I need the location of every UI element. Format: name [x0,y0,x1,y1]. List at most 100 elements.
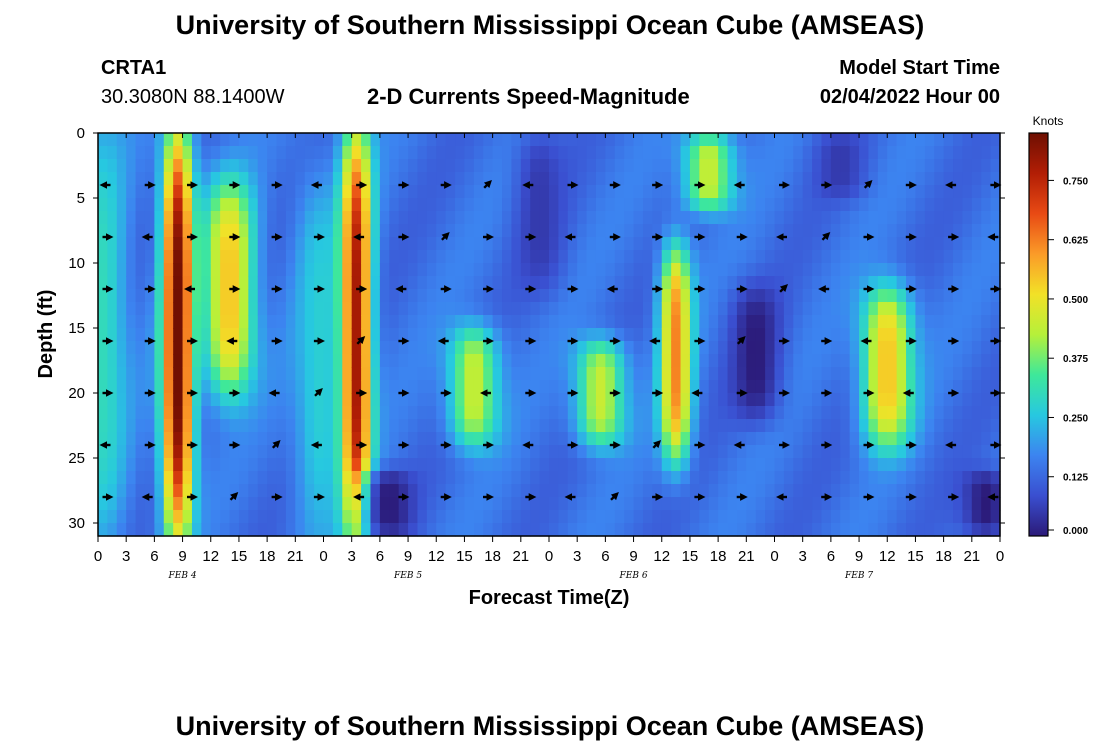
heatmap-cell [661,432,672,446]
heatmap-cell [126,289,137,303]
heatmap-cell [849,354,860,368]
heatmap-cell [210,315,221,329]
heatmap-cell [877,185,888,199]
heatmap-cell [135,419,146,433]
heatmap-cell [436,341,447,355]
heatmap-cell [887,328,898,342]
heatmap-cell [783,445,794,459]
heatmap-cell [323,510,334,524]
heatmap-cell [962,445,973,459]
heatmap-cell [840,185,851,199]
heatmap-cell [586,211,597,225]
heatmap-cell [924,471,935,485]
heatmap-cell [267,159,278,173]
heatmap-cell [765,497,776,511]
heatmap-cell [267,341,278,355]
heatmap-cell [830,315,841,329]
heatmap-cell [342,133,353,147]
heatmap-cell [342,367,353,381]
heatmap-cell [661,315,672,329]
heatmap-cell [276,302,287,316]
heatmap-cell [558,198,569,212]
heatmap-cell [135,406,146,420]
heatmap-cell [483,146,494,160]
heatmap-cell [840,354,851,368]
heatmap-cell [304,510,315,524]
heatmap-cell [332,341,343,355]
heatmap-cell [624,471,635,485]
heatmap-cell [915,445,926,459]
heatmap-cell [774,289,785,303]
heatmap-cell [586,432,597,446]
heatmap-cell [812,484,823,498]
heatmap-cell [323,419,334,433]
heatmap-cell [210,393,221,407]
heatmap-cell [859,471,870,485]
heatmap-cell [962,367,973,381]
heatmap-cell [98,250,108,264]
heatmap-cell [107,523,118,537]
heatmap-cell [238,406,249,420]
heatmap-cell [426,471,437,485]
heatmap-cell [520,276,531,290]
heatmap-cell [332,237,343,251]
heatmap-cell [887,406,898,420]
x-tick-label: 21 [512,548,529,565]
heatmap-cell [595,133,606,147]
heatmap-cell [135,159,146,173]
heatmap-cell [671,406,682,420]
heatmap-cell [304,419,315,433]
heatmap-cell [586,172,597,186]
heatmap-cell [248,211,259,225]
heatmap-cell [408,406,419,420]
heatmap-cell [661,367,672,381]
heatmap-cell [774,471,785,485]
heatmap-cell [426,263,437,277]
heatmap-cell [201,523,212,537]
heatmap-cell [201,237,212,251]
heatmap-cell [455,159,466,173]
heatmap-cell [351,198,362,212]
heatmap-cell [549,510,559,524]
heatmap-cell [257,432,268,446]
heatmap-cell [962,159,973,173]
heatmap-cell [520,432,531,446]
heatmap-cell [285,393,296,407]
heatmap-cell [558,302,569,316]
heatmap-cell [680,380,691,394]
heatmap-cell [314,341,325,355]
heatmap-cell [210,185,221,199]
heatmap-cell [98,146,108,160]
heatmap-cell [201,211,212,225]
heatmap-cell [953,237,964,251]
heatmap-cell [708,328,719,342]
heatmap-cell [445,224,456,238]
heatmap-cell [830,458,841,472]
heatmap-cell [304,250,315,264]
heatmap-cell [765,471,776,485]
heatmap-cell [708,198,719,212]
heatmap-cell [774,432,785,446]
heatmap-cell [746,445,757,459]
heatmap-cell [680,315,691,329]
heatmap-cell [285,445,296,459]
heatmap-cell [718,419,729,433]
heatmap-cell [530,432,541,446]
heatmap-cell [304,341,315,355]
heatmap-cell [943,263,954,277]
heatmap-cell [408,302,419,316]
heatmap-cell [285,159,296,173]
heatmap-cell [840,497,851,511]
heatmap-cell [877,276,888,290]
heatmap-cell [483,367,494,381]
heatmap-cell [483,406,494,420]
x-tick-label: 0 [94,548,102,565]
heatmap-cell [953,263,964,277]
heatmap-cell [981,458,992,472]
x-tick-label: 6 [601,548,609,565]
heatmap-cell [812,497,823,511]
heatmap-cell [586,315,597,329]
heatmap-cell [238,159,249,173]
heatmap-cell [492,458,503,472]
heatmap-cell [774,445,785,459]
